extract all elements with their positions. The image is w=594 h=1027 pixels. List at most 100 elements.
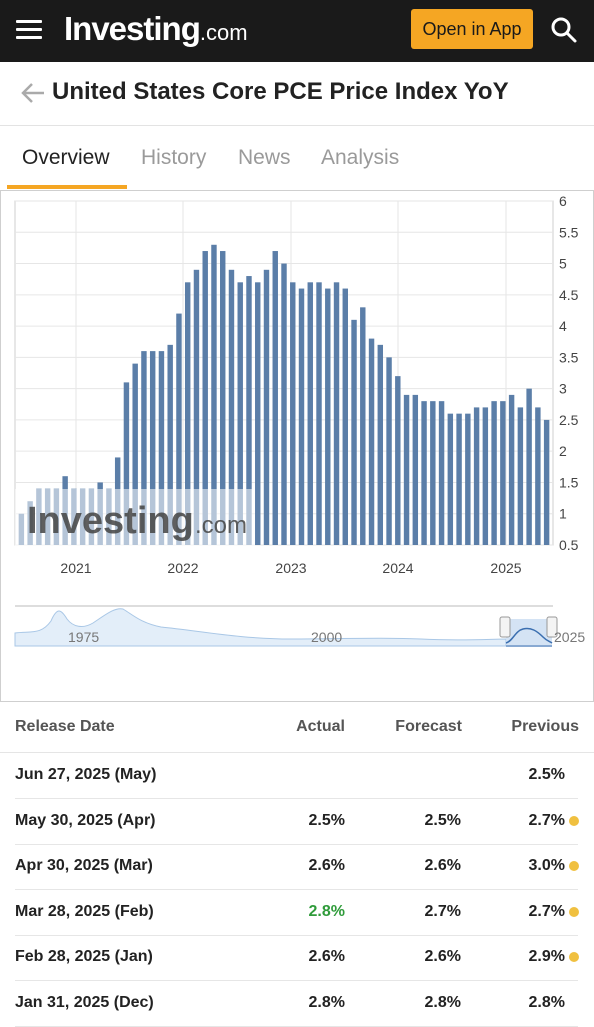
revision-dot-icon <box>569 861 579 871</box>
tab-overview[interactable]: Overview <box>22 146 110 169</box>
chart-bar[interactable] <box>421 401 427 545</box>
release-date-cell: Mar 28, 2025 (Feb) <box>15 902 154 920</box>
revision-dot-icon <box>569 906 579 917</box>
watermark-main: Investing <box>27 500 194 542</box>
tab-history[interactable]: History <box>141 146 207 169</box>
release-date-cell: May 30, 2025 (Apr) <box>15 811 156 829</box>
chart-bar[interactable] <box>465 413 471 545</box>
chart-bar[interactable] <box>149 351 156 545</box>
y-tick-label: 5 <box>559 256 567 272</box>
x-tick-label: 2021 <box>60 560 91 576</box>
header-previous[interactable]: Previous <box>511 718 579 735</box>
chart-bar[interactable] <box>307 282 313 545</box>
table-header: Release Date Actual Forecast Previous <box>0 703 594 753</box>
chart-bar[interactable] <box>202 251 208 545</box>
header-release-date[interactable]: Release Date <box>15 718 115 735</box>
chart-bar[interactable] <box>290 282 296 545</box>
chart-bar[interactable] <box>342 288 348 545</box>
actual-cell: 2.8% <box>308 993 345 1011</box>
search-icon[interactable] <box>550 16 578 44</box>
previous-cell: 2.8% <box>528 993 565 1011</box>
chart-bar[interactable] <box>255 282 261 545</box>
chart-bar[interactable] <box>184 282 191 545</box>
chart-bar[interactable] <box>316 282 322 545</box>
chart-bar[interactable] <box>351 319 357 545</box>
chart-bar[interactable] <box>360 307 366 545</box>
watermark-suffix: .com <box>195 512 247 539</box>
chart-bar[interactable] <box>517 407 524 545</box>
chart-bar[interactable] <box>228 269 235 545</box>
hamburger-menu-icon[interactable] <box>16 18 44 42</box>
chart-bar[interactable] <box>246 276 252 545</box>
chart-bar[interactable] <box>482 407 489 545</box>
bar-chart[interactable]: Investing .com 0.511.522.533.544.555.56 … <box>1 191 593 701</box>
chart-bar[interactable] <box>386 357 392 545</box>
chart-bar[interactable] <box>220 251 226 545</box>
tab-analysis[interactable]: Analysis <box>321 146 400 169</box>
chart-bar[interactable] <box>176 313 182 545</box>
y-tick-label: 4.5 <box>559 287 579 303</box>
active-tab-indicator <box>7 185 127 189</box>
brand-suffix: .com <box>199 20 248 45</box>
chart-bar[interactable] <box>377 344 384 545</box>
chart-panel: Investing .com 0.5 1 1.5 2 2.5 3 3.5 4 4.5 5 5.5 6 … <box>0 190 594 702</box>
revision-dot-icon <box>569 952 579 962</box>
chart-bar[interactable] <box>491 401 497 545</box>
chart-bar[interactable] <box>447 413 454 545</box>
table-row[interactable]: Jan 31, 2025 (Dec) 2.8% 2.8% 2.8% <box>15 981 578 1027</box>
table-row[interactable]: Jun 27, 2025 (May) 2.5% <box>15 753 578 799</box>
table-row[interactable]: Apr 30, 2025 (Mar) 2.6% 2.6% 3.0% <box>15 844 579 890</box>
chart-bar[interactable] <box>508 394 515 545</box>
chart-bar[interactable] <box>132 363 138 545</box>
x-tick-label: 2025 <box>490 560 521 576</box>
chart-bar[interactable] <box>456 413 462 545</box>
chart-bar[interactable] <box>438 401 445 545</box>
chart-bar[interactable] <box>237 282 243 545</box>
chart-bar[interactable] <box>211 244 217 545</box>
table-row[interactable]: Mar 28, 2025 (Feb) 2.8% 2.7% 2.7% <box>15 890 579 936</box>
table-row[interactable]: May 30, 2025 (Apr) 2.5% 2.5% 2.7% <box>15 799 579 845</box>
chart-bar[interactable] <box>281 263 287 545</box>
chart-bar[interactable] <box>395 376 401 545</box>
y-axis-ticks: 0.5 1 1.5 2 2.5 3 3.5 4 4.5 5 5.5 6 <box>559 193 579 553</box>
chart-bar[interactable] <box>412 394 419 545</box>
chart-bar[interactable] <box>500 401 506 545</box>
tab-bar: Overview History News Analysis <box>0 127 594 191</box>
page-title: United States Core PCE Price Index YoY <box>52 78 509 105</box>
investing-logo[interactable]: Investing.com <box>64 10 248 50</box>
navigator-right-handle[interactable] <box>546 616 558 638</box>
chart-bar[interactable] <box>158 351 165 545</box>
chart-bar[interactable] <box>263 269 270 545</box>
y-tick-label: 6 <box>559 193 567 209</box>
tab-news[interactable]: News <box>238 146 291 169</box>
actual-cell: 2.6% <box>308 857 345 874</box>
chart-bar[interactable] <box>526 388 532 545</box>
y-tick-label: 1 <box>559 506 567 522</box>
chart-bar[interactable] <box>325 288 331 545</box>
chart-bar[interactable] <box>543 419 550 545</box>
back-arrow-icon[interactable] <box>20 80 46 106</box>
chart-bar[interactable] <box>333 282 340 545</box>
chart-bar[interactable] <box>167 344 173 545</box>
brand-main: Investing <box>64 10 201 47</box>
table-row[interactable]: Feb 28, 2025 (Jan) 2.6% 2.6% 2.9% <box>15 935 579 981</box>
range-navigator[interactable]: 1975 2000 2025 <box>14 605 585 647</box>
chart-bar[interactable] <box>403 394 410 545</box>
release-date-cell: Feb 28, 2025 (Jan) <box>15 948 153 965</box>
chart-bar[interactable] <box>368 338 375 545</box>
chart-bar[interactable] <box>141 351 147 545</box>
chart-bar[interactable] <box>193 269 200 545</box>
open-in-app-button[interactable]: Open in App <box>411 9 533 49</box>
header-forecast[interactable]: Forecast <box>395 718 462 735</box>
release-date-cell: Jun 27, 2025 (May) <box>15 766 157 783</box>
chart-bar[interactable] <box>123 382 130 545</box>
header-actual[interactable]: Actual <box>296 718 345 735</box>
chart-bar[interactable] <box>535 407 541 545</box>
chart-bar[interactable] <box>473 407 480 545</box>
title-bar: United States Core PCE Price Index YoY <box>0 62 594 126</box>
navigator-label-1975: 1975 <box>68 629 99 645</box>
navigator-left-handle[interactable] <box>499 616 511 638</box>
chart-bar[interactable] <box>272 251 278 545</box>
chart-bar[interactable] <box>430 401 436 545</box>
chart-bar[interactable] <box>298 288 305 545</box>
